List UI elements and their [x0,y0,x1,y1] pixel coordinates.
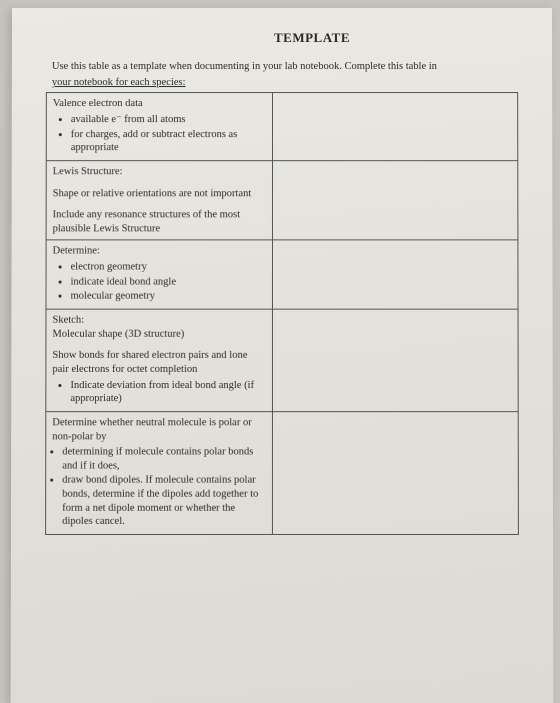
sketch-sub: Molecular shape (3D structure) [52,327,266,341]
polar-bullet-2: draw bond dipoles. If molecule contains … [62,474,266,529]
determine-bullet-1: electron geometry [71,261,266,275]
polar-p1: Determine whether neutral molecule is po… [52,416,266,443]
sketch-bullet-1: Indicate deviation from ideal bond angle… [70,379,266,406]
intro-underline: your notebook for each species: [52,77,186,88]
cell-valence-right [273,93,518,161]
intro-text-line2: your notebook for each species: [46,76,518,90]
row-lewis: Lewis Structure: Shape or relative orien… [46,161,518,241]
lewis-p2: Include any resonance structures of the … [53,208,266,235]
row-polar: Determine whether neutral molecule is po… [46,412,519,535]
determine-bullet-3: molecular geometry [71,290,266,304]
sketch-heading: Sketch: [52,314,266,328]
lewis-p1: Shape or relative orientations are not i… [53,187,266,201]
template-table: Valence electron data available e⁻ from … [45,92,519,535]
cell-polar-left: Determine whether neutral molecule is po… [46,412,273,535]
valence-bullet-2: for charges, add or subtract electrons a… [71,128,266,155]
cell-determine-left: Determine: electron geometry indicate id… [46,240,273,309]
polar-bullet-1: determining if molecule contains polar b… [62,446,266,473]
determine-heading: Determine: [53,245,266,259]
cell-lewis-right [273,161,518,241]
worksheet-page: TEMPLATE Use this table as a template wh… [11,8,554,703]
cell-sketch-left: Sketch: Molecular shape (3D structure) S… [46,309,273,411]
row-valence: Valence electron data available e⁻ from … [46,93,518,161]
determine-bullet-2: indicate ideal bond angle [71,275,266,289]
cell-sketch-right [273,309,519,411]
valence-bullets: available e⁻ from all atoms for charges,… [53,113,266,155]
cell-determine-right [273,240,518,309]
polar-bullets: determining if molecule contains polar b… [48,446,266,529]
page-title: TEMPLATE [106,30,518,46]
cell-polar-right [273,412,519,535]
row-determine: Determine: electron geometry indicate id… [46,240,518,309]
valence-bullet-1: available e⁻ from all atoms [71,113,266,127]
determine-bullets: electron geometry indicate ideal bond an… [53,261,267,304]
sketch-bullets: Indicate deviation from ideal bond angle… [52,379,266,406]
cell-lewis-left: Lewis Structure: Shape or relative orien… [46,161,272,241]
valence-heading: Valence electron data [53,97,266,111]
sketch-p1: Show bonds for shared electron pairs and… [52,349,266,376]
intro-text-line1: Use this table as a template when docume… [46,60,518,74]
cell-valence-left: Valence electron data available e⁻ from … [46,93,272,161]
valence-bullet-2-text: for charges, add or subtract electrons a… [71,129,237,154]
lewis-heading: Lewis Structure: [53,165,266,179]
row-sketch: Sketch: Molecular shape (3D structure) S… [46,309,518,411]
